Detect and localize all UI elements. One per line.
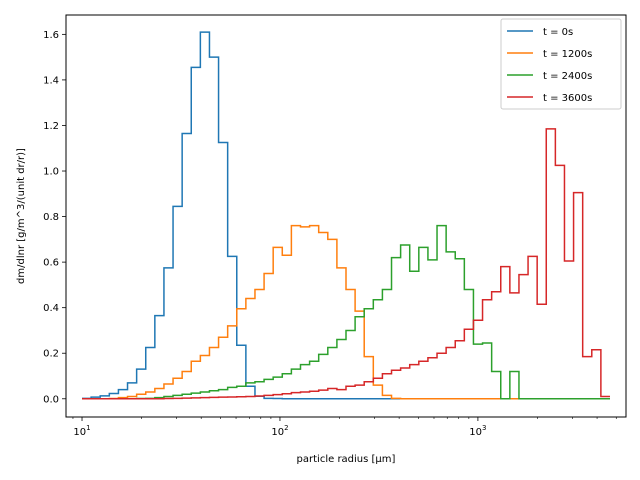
legend-box xyxy=(500,18,622,110)
y-tick-label: 1.6 xyxy=(43,30,59,41)
y-tick-label: 1.0 xyxy=(43,167,59,178)
y-tick-label: 0.4 xyxy=(43,303,59,314)
y-axis: 0.0 0.2 0.4 0.6 0.8 1.0 1.2 1.4 1.6 xyxy=(43,30,66,405)
legend-label: t = 3600s xyxy=(543,93,592,104)
y-tick-label: 1.2 xyxy=(43,121,59,132)
y-tick-label: 0.2 xyxy=(43,349,59,360)
series-layer xyxy=(82,31,610,400)
x-tick-label: 103 xyxy=(469,424,486,438)
x-axis: 101 102 103 xyxy=(72,417,617,438)
legend: t = 0s t = 1200s t = 2400s t = 3600s xyxy=(500,18,622,110)
y-tick-label: 1.4 xyxy=(43,75,59,86)
y-tick-label: 0.8 xyxy=(43,212,59,223)
y-tick-label: 0.0 xyxy=(43,394,59,405)
legend-label: t = 2400s xyxy=(543,71,592,82)
series-line-3 xyxy=(82,128,610,400)
plot-frame xyxy=(65,14,627,418)
x-axis-label: particle radius [µm] xyxy=(297,454,396,465)
x-tick-label: 102 xyxy=(271,424,288,438)
x-tick-label: 101 xyxy=(73,424,90,438)
series-line-1 xyxy=(82,224,610,400)
y-tick-label: 0.6 xyxy=(43,258,59,269)
legend-label: t = 1200s xyxy=(543,49,592,60)
legend-label: t = 0s xyxy=(543,27,573,38)
y-axis-label: dm/dlnr [g/m^3/(unit dr/r)] xyxy=(16,148,27,284)
series-line-2 xyxy=(82,224,610,400)
